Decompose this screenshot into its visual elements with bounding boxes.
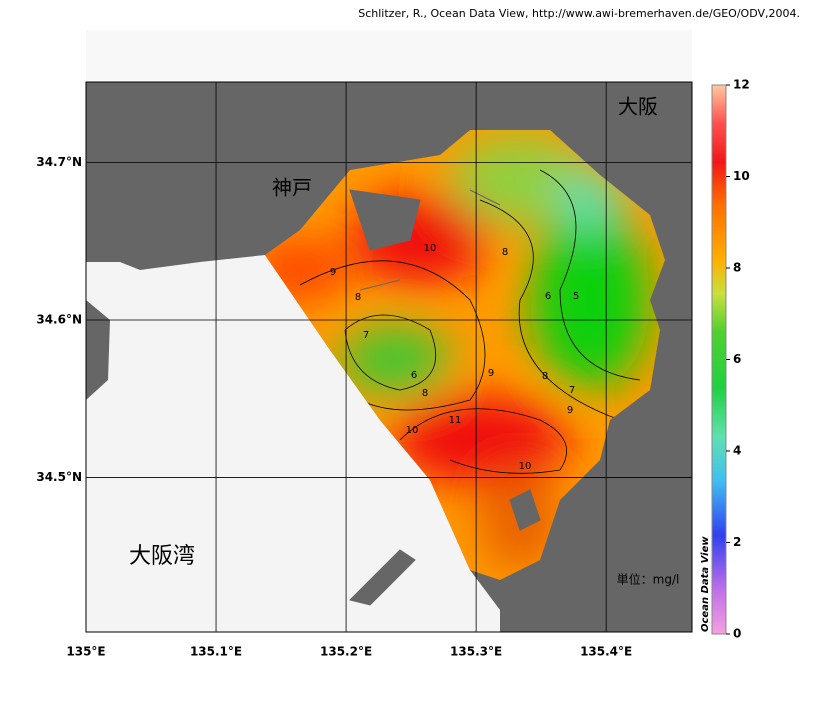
blob — [340, 325, 450, 395]
contour-label: 10 — [424, 243, 437, 254]
contour-label: 8 — [542, 371, 548, 382]
unit-label: 単位：mg/l — [617, 572, 680, 587]
field-blobs — [265, 135, 650, 570]
credit: Schlitzer, R., Ocean Data View, http://w… — [358, 7, 800, 20]
y-tick-label: 34.7°N — [36, 155, 82, 169]
contour — [344, 314, 437, 391]
contour — [539, 169, 641, 381]
contour-label: 6 — [545, 291, 551, 302]
header-band — [86, 30, 692, 80]
contour — [399, 408, 568, 474]
contour-label: 6 — [411, 370, 417, 381]
contour-label: 9 — [567, 405, 573, 416]
x-tick-label: 135.2°E — [320, 645, 372, 659]
contour — [479, 199, 621, 421]
x-tick-label: 135.1°E — [190, 645, 242, 659]
grid — [85, 82, 692, 632]
blob — [390, 395, 570, 485]
contour-label: 9 — [330, 267, 336, 278]
brand: Ocean Data View — [700, 536, 711, 632]
y-tick-label: 34.6°N — [36, 312, 82, 326]
island — [86, 300, 110, 400]
contour-label: 10 — [406, 425, 419, 436]
blob — [530, 210, 650, 390]
contour-label: 8 — [502, 247, 508, 258]
y-tick-label: 34.5°N — [36, 470, 82, 484]
x-tick-label: 135.3°E — [450, 645, 502, 659]
place-label: 神戸 — [272, 176, 312, 200]
contour-label: 8 — [422, 388, 428, 399]
harbor-structures — [349, 189, 541, 606]
colorbar-tick-label: 4 — [733, 444, 741, 458]
contour-label: 9 — [488, 368, 494, 379]
contour-label: 8 — [355, 292, 361, 303]
contour-label: 7 — [569, 385, 575, 396]
colorbar — [711, 84, 727, 635]
colorbar-tick-label: 12 — [733, 78, 750, 92]
colorbar-tick-label: 0 — [733, 627, 741, 641]
colorbar-tick-label: 10 — [733, 169, 750, 183]
blob — [450, 135, 590, 225]
sea — [86, 255, 500, 632]
colorbar-tick-label: 8 — [733, 261, 741, 275]
contour — [299, 260, 486, 411]
contour-label: 10 — [519, 461, 532, 472]
blob — [555, 170, 625, 230]
contours — [299, 169, 641, 474]
contour-label: 11 — [449, 415, 462, 426]
colorbar-tick-label: 2 — [733, 535, 741, 549]
place-label: 大阪湾 — [129, 544, 195, 569]
contour-label: 7 — [363, 330, 369, 341]
colorbar-tick-label: 6 — [733, 352, 741, 366]
x-tick-label: 135°E — [66, 645, 105, 659]
contour-label: 5 — [573, 291, 579, 302]
x-tick-label: 135.4°E — [580, 645, 632, 659]
place-label: 大阪 — [618, 95, 658, 119]
